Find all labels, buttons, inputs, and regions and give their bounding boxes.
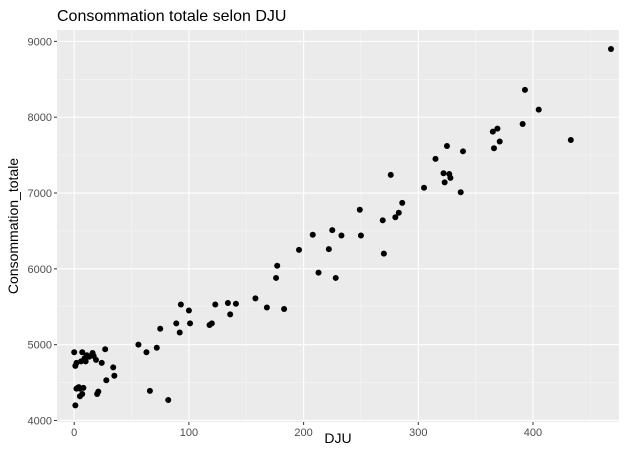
data-point	[356, 206, 363, 213]
data-point	[71, 349, 78, 356]
data-point	[80, 384, 87, 391]
data-point	[281, 306, 288, 313]
data-point	[274, 262, 281, 269]
data-point	[332, 274, 339, 281]
y-tick-label: 9000	[28, 36, 52, 48]
data-point	[357, 232, 364, 239]
data-point	[496, 138, 503, 145]
data-point	[252, 295, 259, 302]
data-point	[379, 217, 386, 224]
data-point	[157, 325, 164, 332]
data-point	[325, 246, 332, 253]
data-point	[212, 301, 219, 308]
y-tick-label: 8000	[28, 112, 52, 124]
data-point	[521, 86, 528, 93]
y-axis-title: Consommation_totale	[5, 158, 21, 294]
data-point	[79, 349, 86, 356]
data-point	[443, 143, 450, 150]
data-point	[227, 311, 234, 318]
data-point	[73, 359, 80, 366]
data-point	[567, 136, 574, 143]
data-point	[309, 231, 316, 238]
data-point	[380, 250, 387, 257]
x-axis-title: DJU	[324, 430, 351, 446]
x-tick-label: 400	[524, 427, 542, 439]
data-point	[224, 299, 231, 306]
chart-title: Consommation totale selon DJU	[57, 8, 286, 25]
data-point	[95, 388, 102, 395]
major-gridlines	[57, 30, 619, 422]
data-point	[315, 269, 322, 276]
y-tick-label: 4000	[28, 415, 52, 427]
data-point	[519, 121, 526, 128]
data-point	[273, 274, 280, 281]
data-point	[494, 125, 501, 132]
data-point	[440, 170, 447, 177]
x-tick-label: 0	[71, 427, 77, 439]
y-tick-label: 6000	[28, 264, 52, 276]
data-points	[71, 45, 614, 409]
x-axis: 0 100 200 300 400	[71, 422, 542, 439]
data-point	[111, 372, 118, 379]
data-point	[110, 364, 117, 371]
y-tick-label: 7000	[28, 188, 52, 200]
x-tick-label: 200	[294, 427, 312, 439]
data-point	[177, 301, 184, 308]
data-point	[399, 199, 406, 206]
data-point	[187, 320, 194, 327]
data-point	[176, 329, 183, 336]
data-point	[79, 390, 86, 397]
data-point	[392, 214, 399, 221]
data-point	[607, 45, 614, 52]
data-point	[421, 184, 428, 191]
data-point	[460, 148, 467, 155]
data-point	[441, 179, 448, 186]
data-point	[263, 304, 270, 311]
y-tick-label: 5000	[28, 340, 52, 352]
data-point	[103, 377, 110, 384]
data-point	[535, 106, 542, 113]
data-point	[489, 128, 496, 135]
x-tick-label: 100	[180, 427, 198, 439]
x-tick-label: 300	[409, 427, 427, 439]
y-axis: 4000 5000 6000 7000 8000 9000	[28, 36, 57, 427]
data-point	[296, 246, 303, 253]
data-point	[387, 171, 394, 178]
data-point	[86, 353, 93, 360]
data-point	[232, 300, 239, 307]
data-point	[153, 344, 160, 351]
data-point	[82, 358, 89, 365]
minor-gridlines	[57, 30, 619, 422]
data-point	[146, 387, 153, 394]
data-point	[98, 359, 105, 366]
data-point	[490, 145, 497, 152]
data-point	[208, 320, 215, 327]
data-point	[447, 174, 454, 181]
data-point	[143, 349, 150, 356]
data-point	[338, 232, 345, 239]
data-point	[135, 341, 142, 348]
data-point	[92, 356, 99, 363]
data-point	[173, 320, 180, 327]
data-point	[185, 307, 192, 314]
data-point	[102, 346, 109, 353]
data-point	[72, 402, 79, 409]
data-point	[457, 189, 464, 196]
data-point	[432, 155, 439, 162]
data-point	[165, 397, 172, 404]
plot-panel	[57, 30, 619, 422]
data-point	[395, 209, 402, 216]
data-point	[329, 227, 336, 234]
